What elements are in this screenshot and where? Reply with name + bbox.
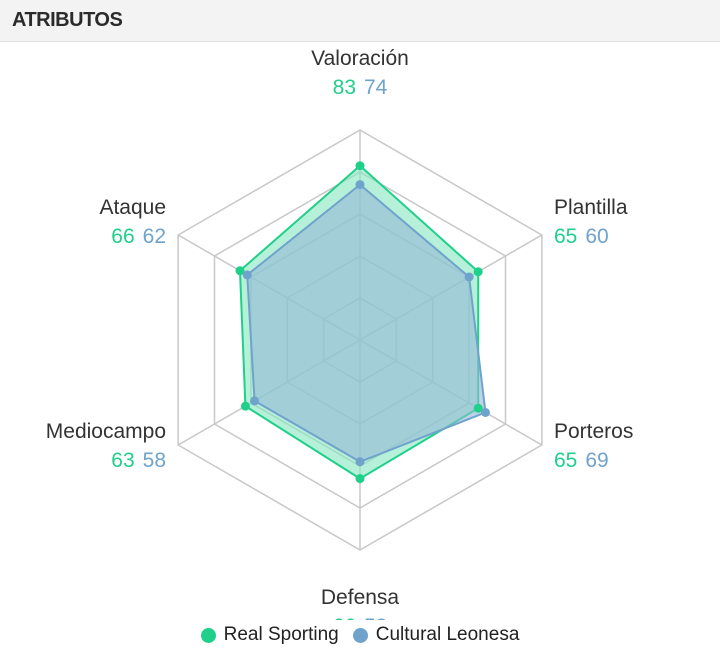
value-label-1: 58 [364,615,387,620]
data-point[interactable] [355,161,365,171]
value-label-0: 65 [554,225,577,248]
data-point[interactable] [355,180,365,190]
section-header: ATRIBUTOS [0,0,720,42]
data-point[interactable] [480,407,490,417]
legend-item-cultural-leonesa[interactable]: Cultural Leonesa [352,624,520,646]
legend-dot-icon [352,627,368,643]
axis-label: Plantilla [554,196,628,219]
legend-label: Cultural Leonesa [375,624,520,645]
value-label-1: 60 [585,225,608,248]
chart-legend: Real Sporting Cultural Leonesa [0,620,720,650]
axis-values: 65 69 [554,449,609,472]
data-point[interactable] [473,267,483,277]
legend-item-real-sporting[interactable]: Real Sporting [200,624,339,646]
axis-values: 66 58 [333,615,388,620]
value-label-0: 66 [111,225,134,248]
value-label-1: 69 [585,449,608,472]
radar-points [235,161,490,484]
data-point[interactable] [355,457,365,467]
axis-values: 63 58 [111,449,166,472]
section-title: ATRIBUTOS [12,9,123,31]
data-point[interactable] [242,270,252,280]
value-label-1: 62 [143,225,166,248]
radar-axis-labels: Valoración 83 74 Plantilla 65 60 Porteros 65 69 D… [46,47,634,620]
data-point[interactable] [235,266,245,276]
data-point[interactable] [464,272,474,282]
axis-values: 66 62 [111,225,166,248]
value-label-1: 74 [364,76,388,99]
radar-series-areas [238,164,487,480]
legend-label: Real Sporting [223,624,339,645]
value-label-0: 66 [333,615,356,620]
data-point[interactable] [240,401,250,411]
axis-label: Valoración [311,47,409,70]
axis-values: 65 60 [554,225,609,248]
axis-label: Defensa [321,586,400,609]
value-label-0: 63 [111,449,134,472]
axis-label: Porteros [554,420,633,443]
axis-label: Ataque [99,196,166,219]
data-point[interactable] [473,403,483,413]
value-label-0: 65 [554,449,577,472]
data-point[interactable] [250,396,260,406]
axis-label: Mediocampo [46,420,166,443]
value-label-0: 83 [333,76,356,99]
legend-dot-icon [200,627,216,643]
axis-values: 83 74 [333,76,388,99]
data-point[interactable] [355,474,365,484]
value-label-1: 58 [143,449,166,472]
radar-chart: Valoración 83 74 Plantilla 65 60 Porteros 65 69 D… [46,47,634,620]
